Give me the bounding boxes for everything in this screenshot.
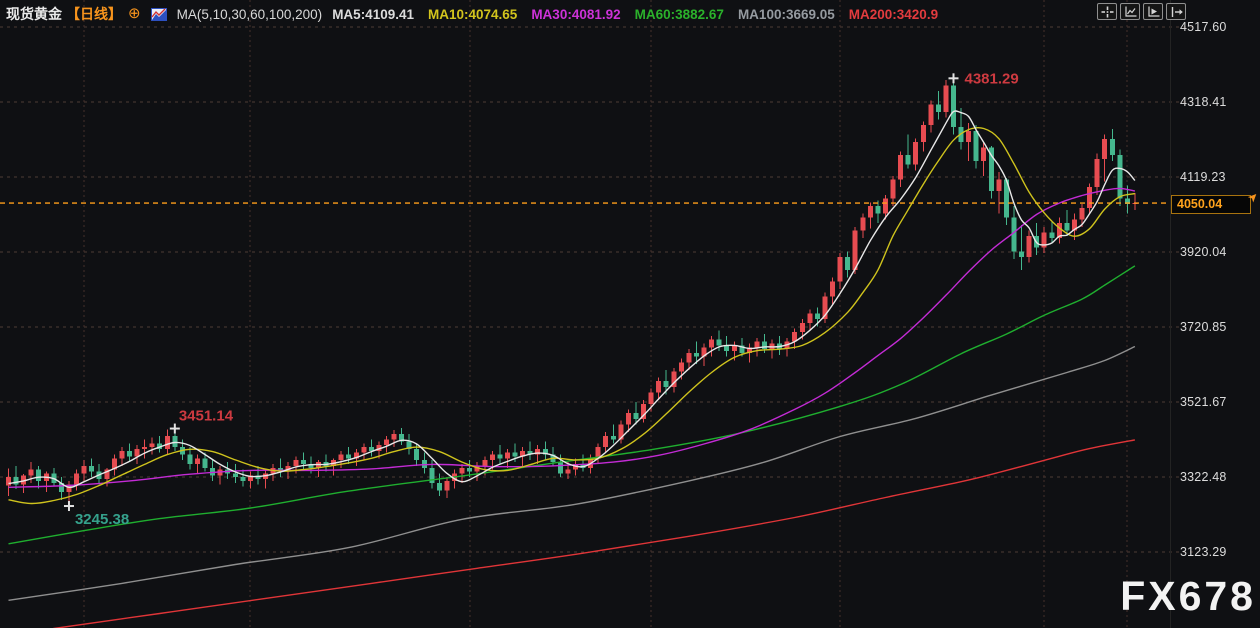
- ma-lines-layer: [8, 110, 1136, 628]
- axis-label: 3521.67: [1180, 395, 1227, 409]
- axis-label: 3920.04: [1180, 245, 1227, 259]
- axis-label: 3720.85: [1180, 320, 1227, 334]
- indicator-chart-button[interactable]: [1120, 3, 1140, 20]
- ma-line-ma200: [52, 439, 1136, 628]
- price-annotation: 3245.38: [75, 511, 129, 528]
- chart-toolbar: [1097, 3, 1186, 20]
- axis-label: 4119.23: [1180, 170, 1226, 184]
- add-indicator-button[interactable]: ⊕: [128, 5, 141, 22]
- ma-line-ma30: [8, 187, 1136, 489]
- play-chart-axes-icon: [1147, 6, 1159, 17]
- ma-line-ma60: [8, 265, 1136, 545]
- circled-plus-icon: ⊕: [128, 5, 141, 22]
- grid-layer: [0, 0, 1198, 628]
- ma-legend-ma10: MA10:4074.65: [428, 6, 518, 22]
- ma-legend-ma30: MA30:4081.92: [531, 6, 621, 22]
- crosshair-tool-button[interactable]: [1097, 3, 1117, 20]
- playback-chart-button[interactable]: [1143, 3, 1163, 20]
- line-chart-badge-icon: [150, 7, 167, 21]
- ma-legend-ma60: MA60:3882.67: [634, 6, 724, 22]
- ma-legend-ma200: MA200:3420.9: [848, 6, 939, 22]
- last-price-tag: 4050.04: [1171, 195, 1251, 215]
- ma-line-ma100: [8, 345, 1136, 601]
- pan-right-button[interactable]: [1166, 3, 1186, 20]
- ma-line-ma5: [8, 110, 1136, 489]
- price-annotation: 3451.14: [179, 408, 234, 425]
- price-axis: 4517.60 4318.41 4119.23 3920.04 3720.85 3521.…: [1170, 0, 1260, 628]
- ma-params-label: MA(5,10,30,60,100,200): [176, 6, 323, 22]
- axis-label: 3322.48: [1180, 470, 1227, 484]
- bar-arrow-right-icon: [1171, 6, 1183, 17]
- line-chart-axes-icon: [1124, 6, 1136, 17]
- ma-legend-ma100: MA100:3669.05: [737, 6, 835, 22]
- axis-label: 3123.29: [1180, 545, 1227, 559]
- brand-watermark: FX678: [1120, 573, 1256, 619]
- ma-line-ma10: [8, 126, 1136, 505]
- timeframe-selector[interactable]: 【日线】: [66, 6, 122, 22]
- ma-legend-ma5: MA5:4109.41: [332, 6, 414, 22]
- axis-label: 4318.41: [1180, 95, 1227, 109]
- ma-legend: MA5:4109.41 MA10:4074.65 MA30:4081.92 MA60:…: [332, 7, 938, 22]
- annotations-layer: 4381.29 3451.14 3245.38: [63, 70, 1019, 528]
- axis-label: 4517.60: [1180, 20, 1227, 34]
- crosshair-icon: [1101, 6, 1113, 17]
- chart-header: 现货黄金 【日线】 ⊕ MA(5,10,30,60,100,200) MA5:4…: [6, 4, 938, 24]
- instrument-title: 现货黄金: [6, 6, 62, 22]
- price-annotation: 4381.29: [965, 70, 1019, 87]
